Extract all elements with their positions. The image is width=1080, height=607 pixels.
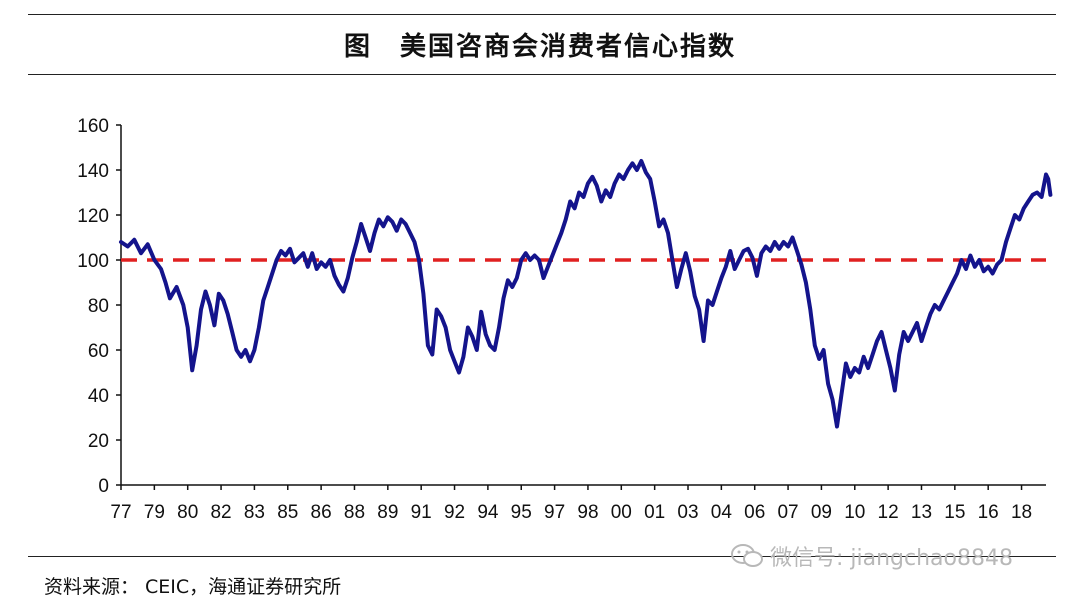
x-tick-label: 09 — [811, 502, 832, 523]
y-tick-label: 140 — [77, 161, 109, 182]
x-tick-label: 88 — [344, 502, 365, 523]
y-axis-ticks: 0 20 40 60 80 100 120 140 160 — [77, 116, 121, 497]
series-group — [119, 159, 1053, 429]
x-tick-label: 16 — [978, 502, 999, 523]
wechat-icon — [731, 544, 763, 567]
x-tick-label: 03 — [677, 502, 698, 523]
watermark-text: 微信号: jiangchao8848 — [770, 546, 1013, 571]
series-line-0 — [119, 159, 1053, 429]
y-tick-label: 20 — [88, 431, 109, 452]
x-axis-ticks: 77 79 80 82 83 85 86 88 89 91 92 94 95 97 98 00 01 03 04 06… — [110, 485, 1032, 523]
x-tick-label: 82 — [210, 502, 231, 523]
watermark: 微信号: jiangchao8848 — [730, 540, 1013, 572]
x-tick-label: 00 — [611, 502, 632, 523]
y-tick-label: 120 — [77, 206, 109, 227]
source-note: 资料来源： CEIC，海通证券研究所 — [44, 576, 342, 598]
x-tick-label: 80 — [177, 502, 198, 523]
x-tick-label: 98 — [577, 502, 598, 523]
x-tick-label: 10 — [844, 502, 865, 523]
x-tick-label: 06 — [744, 502, 765, 523]
x-tick-label: 18 — [1011, 502, 1032, 523]
chart-axes — [120, 125, 1046, 486]
y-tick-label: 60 — [88, 341, 109, 362]
x-tick-label: 77 — [110, 502, 131, 523]
x-tick-label: 04 — [711, 502, 733, 523]
x-tick-label: 86 — [311, 502, 332, 523]
x-tick-label: 83 — [244, 502, 265, 523]
y-tick-label: 80 — [88, 296, 109, 317]
x-tick-label: 01 — [644, 502, 665, 523]
x-tick-label: 91 — [411, 502, 432, 523]
x-tick-label: 79 — [144, 502, 165, 523]
bottom-rule — [28, 556, 1056, 557]
x-tick-label: 07 — [777, 502, 798, 523]
x-tick-label: 95 — [511, 502, 532, 523]
title-rule — [28, 74, 1056, 75]
figure-title: 图 美国咨商会消费者信心指数 — [343, 32, 736, 62]
x-tick-label: 92 — [444, 502, 465, 523]
y-tick-label: 0 — [98, 476, 109, 497]
x-tick-label: 85 — [277, 502, 298, 523]
x-tick-label: 13 — [911, 502, 932, 523]
y-tick-label: 100 — [77, 251, 109, 272]
x-tick-label: 97 — [544, 502, 565, 523]
y-tick-label: 40 — [88, 386, 109, 407]
x-tick-label: 89 — [377, 502, 398, 523]
x-tick-label: 94 — [477, 502, 499, 523]
x-tick-label: 12 — [878, 502, 899, 523]
top-rule — [28, 14, 1056, 15]
x-tick-label: 15 — [944, 502, 965, 523]
y-tick-label: 160 — [77, 116, 109, 137]
